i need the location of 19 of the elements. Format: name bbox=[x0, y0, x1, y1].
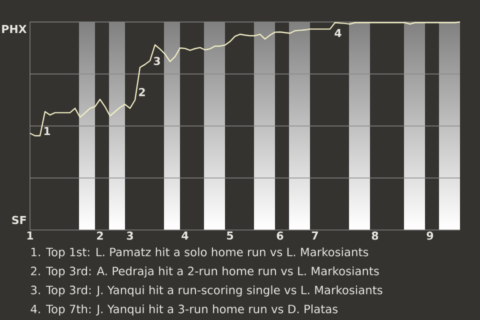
x-tick-label: 6 bbox=[276, 232, 284, 240]
x-tick-label: 9 bbox=[426, 232, 434, 240]
text: 3. Top 3rd: J. Yanqui hit a run-scoring single vs L. Markosiants bbox=[31, 285, 382, 297]
x-tick-label: 8 bbox=[372, 232, 378, 240]
text: 1. Top 1st: L. Pamatz hit a solo home run vs L. Markosiants bbox=[31, 247, 368, 259]
annotation: 3 bbox=[154, 56, 160, 66]
text: 2. Top 3rd: A. Pedraja hit a 2-run home run vs L. Markosiants bbox=[31, 266, 379, 278]
text: 4. Top 7th: J. Yanqui hit a 3-run home run vs D. Platas bbox=[30, 304, 338, 316]
x-tick-label: 1 bbox=[27, 232, 34, 240]
text: SF bbox=[12, 216, 26, 224]
x-tick-label: 2 bbox=[97, 232, 103, 240]
annotation: 4 bbox=[334, 29, 342, 37]
annotation: 1 bbox=[44, 127, 50, 135]
x-tick-label: 4 bbox=[182, 232, 188, 240]
x-tick-label: 5 bbox=[227, 232, 234, 240]
annotation: 2 bbox=[139, 88, 145, 96]
text: PHX bbox=[2, 25, 27, 33]
x-tick-label: 3 bbox=[126, 232, 133, 240]
x-tick-label: 7 bbox=[312, 232, 318, 240]
